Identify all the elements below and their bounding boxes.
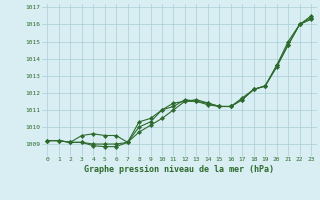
X-axis label: Graphe pression niveau de la mer (hPa): Graphe pression niveau de la mer (hPa): [84, 165, 274, 174]
